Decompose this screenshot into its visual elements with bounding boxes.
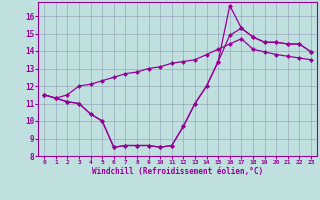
X-axis label: Windchill (Refroidissement éolien,°C): Windchill (Refroidissement éolien,°C) [92,167,263,176]
